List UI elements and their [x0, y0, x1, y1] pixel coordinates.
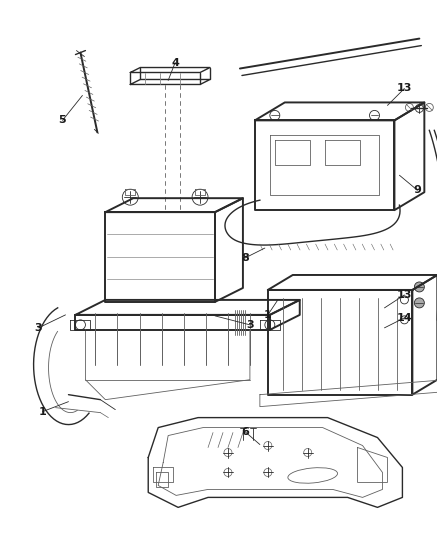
- Text: 13: 13: [397, 290, 412, 300]
- Text: 4: 4: [171, 58, 179, 68]
- Text: 8: 8: [241, 253, 249, 263]
- Text: 3: 3: [246, 320, 254, 330]
- Circle shape: [414, 298, 424, 308]
- Text: 5: 5: [59, 115, 66, 125]
- Text: 14: 14: [396, 313, 412, 323]
- Text: 1: 1: [264, 310, 272, 320]
- Text: 6: 6: [241, 426, 249, 437]
- Circle shape: [414, 282, 424, 292]
- Text: 1: 1: [39, 407, 46, 417]
- Text: 13: 13: [397, 84, 412, 93]
- Text: 9: 9: [413, 185, 421, 195]
- Text: 3: 3: [35, 323, 42, 333]
